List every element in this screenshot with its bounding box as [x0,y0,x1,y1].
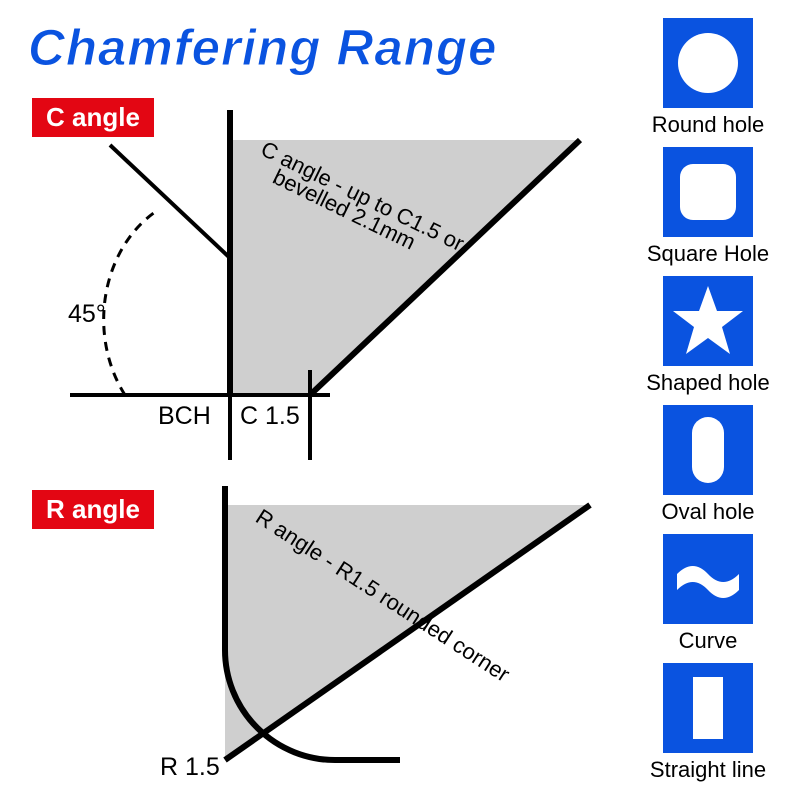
shaped-hole-icon [663,276,753,366]
round-hole-icon [663,18,753,108]
c-angle-diagram: 45° BCH C 1.5 C angle - up to C1.5 or be… [30,100,590,460]
curve-icon [663,534,753,624]
oval-hole-caption: Oval hole [662,499,755,525]
square-hole-caption: Square Hole [647,241,769,267]
page-title: Chamfering Range [28,18,497,77]
r-value-label: R 1.5 [160,753,220,782]
angle-45-label: 45° [68,300,106,329]
bch-label: BCH [158,402,211,431]
straight-line-caption: Straight line [650,757,766,783]
shape-icon-column: Round hole Square Hole Shaped hole Oval … [638,18,778,788]
straight-line-icon [663,663,753,753]
oval-hole-icon [663,405,753,495]
square-hole-icon [663,147,753,237]
c-value-label: C 1.5 [240,402,300,431]
round-hole-caption: Round hole [652,112,765,138]
curve-caption: Curve [679,628,738,654]
shaped-hole-caption: Shaped hole [646,370,770,396]
r-angle-diagram: R angle - R1.5 rounded corner R 1.5 [100,480,620,790]
